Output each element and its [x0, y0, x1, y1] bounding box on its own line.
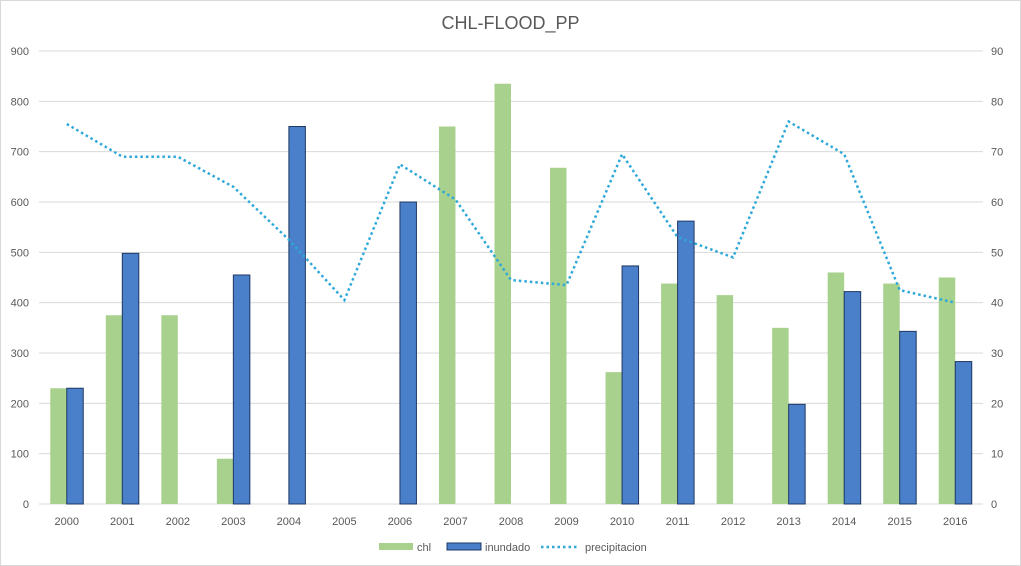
x-tick-label: 2009 — [554, 516, 578, 528]
bar-inundado — [843, 291, 862, 505]
bar-chl — [105, 315, 123, 504]
y-left-tick-label: 800 — [11, 96, 29, 108]
bar-inundado — [677, 220, 695, 505]
bar-chl — [827, 272, 845, 504]
legend-swatch-chl — [379, 543, 413, 550]
x-tick-label: 2001 — [110, 516, 134, 528]
bar-chl — [438, 126, 456, 504]
y-left-tick-label: 600 — [11, 197, 29, 209]
legend-label-precipitacion: precipitacion — [585, 542, 647, 554]
bar-inundado — [954, 361, 973, 505]
bar-chl — [661, 283, 678, 504]
bar-chl — [550, 167, 567, 505]
x-tick-label: 2010 — [610, 516, 634, 528]
x-tick-label: 2016 — [943, 516, 967, 528]
y-left-tick-label: 500 — [11, 247, 29, 259]
y-left-tick-label: 300 — [11, 348, 29, 360]
bar-chl — [50, 388, 67, 504]
x-tick-label: 2006 — [388, 516, 412, 528]
y-left-tick-label: 200 — [11, 398, 29, 410]
x-tick-label: 2005 — [332, 516, 356, 528]
y-right-tick-label: 30 — [991, 348, 1003, 360]
x-tick-label: 2011 — [666, 516, 690, 528]
y-left-tick-label: 100 — [11, 449, 29, 461]
x-tick-label: 2015 — [887, 516, 911, 528]
y-left-tick-label: 400 — [11, 298, 29, 310]
x-tick-label: 2014 — [832, 516, 856, 528]
bar-inundado — [66, 387, 84, 505]
x-tick-label: 2007 — [443, 516, 467, 528]
bar-chl — [605, 372, 623, 504]
x-tick-label: 2012 — [721, 516, 745, 528]
bar-inundado — [621, 265, 640, 505]
bar-inundado — [288, 126, 306, 505]
bar-chl — [216, 458, 234, 504]
x-tick-label: 2013 — [776, 516, 800, 528]
y-right-tick-label: 90 — [991, 46, 1003, 58]
x-tick-label: 2002 — [166, 516, 190, 528]
y-right-tick-label: 60 — [991, 197, 1003, 209]
bar-chl — [938, 277, 956, 504]
bar-inundado — [899, 330, 917, 505]
legend-label-inundado: inundado — [485, 542, 530, 554]
y-right-tick-label: 70 — [991, 147, 1003, 159]
y-left-tick-label: 900 — [11, 46, 29, 58]
y-right-tick-label: 80 — [991, 96, 1003, 108]
bar-chl — [161, 315, 178, 504]
bar-inundado — [232, 274, 251, 505]
y-left-tick-label: 700 — [11, 147, 29, 159]
y-right-tick-label: 0 — [991, 499, 997, 511]
legend-swatch-inundado — [446, 542, 482, 551]
y-left-tick-label: 0 — [23, 499, 29, 511]
legend-label-chl: chl — [417, 542, 431, 554]
bar-inundado — [788, 403, 806, 505]
y-right-tick-label: 50 — [991, 247, 1003, 259]
chart-title: CHL-FLOOD_PP — [441, 13, 580, 33]
bar-chl — [883, 283, 900, 504]
bar-chl — [772, 327, 789, 504]
y-right-tick-label: 10 — [991, 449, 1003, 461]
bar-inundado — [121, 252, 140, 505]
y-right-tick-label: 20 — [991, 398, 1003, 410]
bar-inundado — [399, 201, 417, 505]
x-tick-label: 2008 — [499, 516, 523, 528]
line-precipitacion — [66, 119, 956, 304]
y-right-tick-label: 40 — [991, 298, 1003, 310]
x-tick-label: 2004 — [277, 516, 301, 528]
bar-chl — [716, 295, 734, 504]
x-tick-label: 2003 — [221, 516, 245, 528]
bar-chl — [494, 83, 511, 504]
x-tick-label: 2000 — [55, 516, 79, 528]
